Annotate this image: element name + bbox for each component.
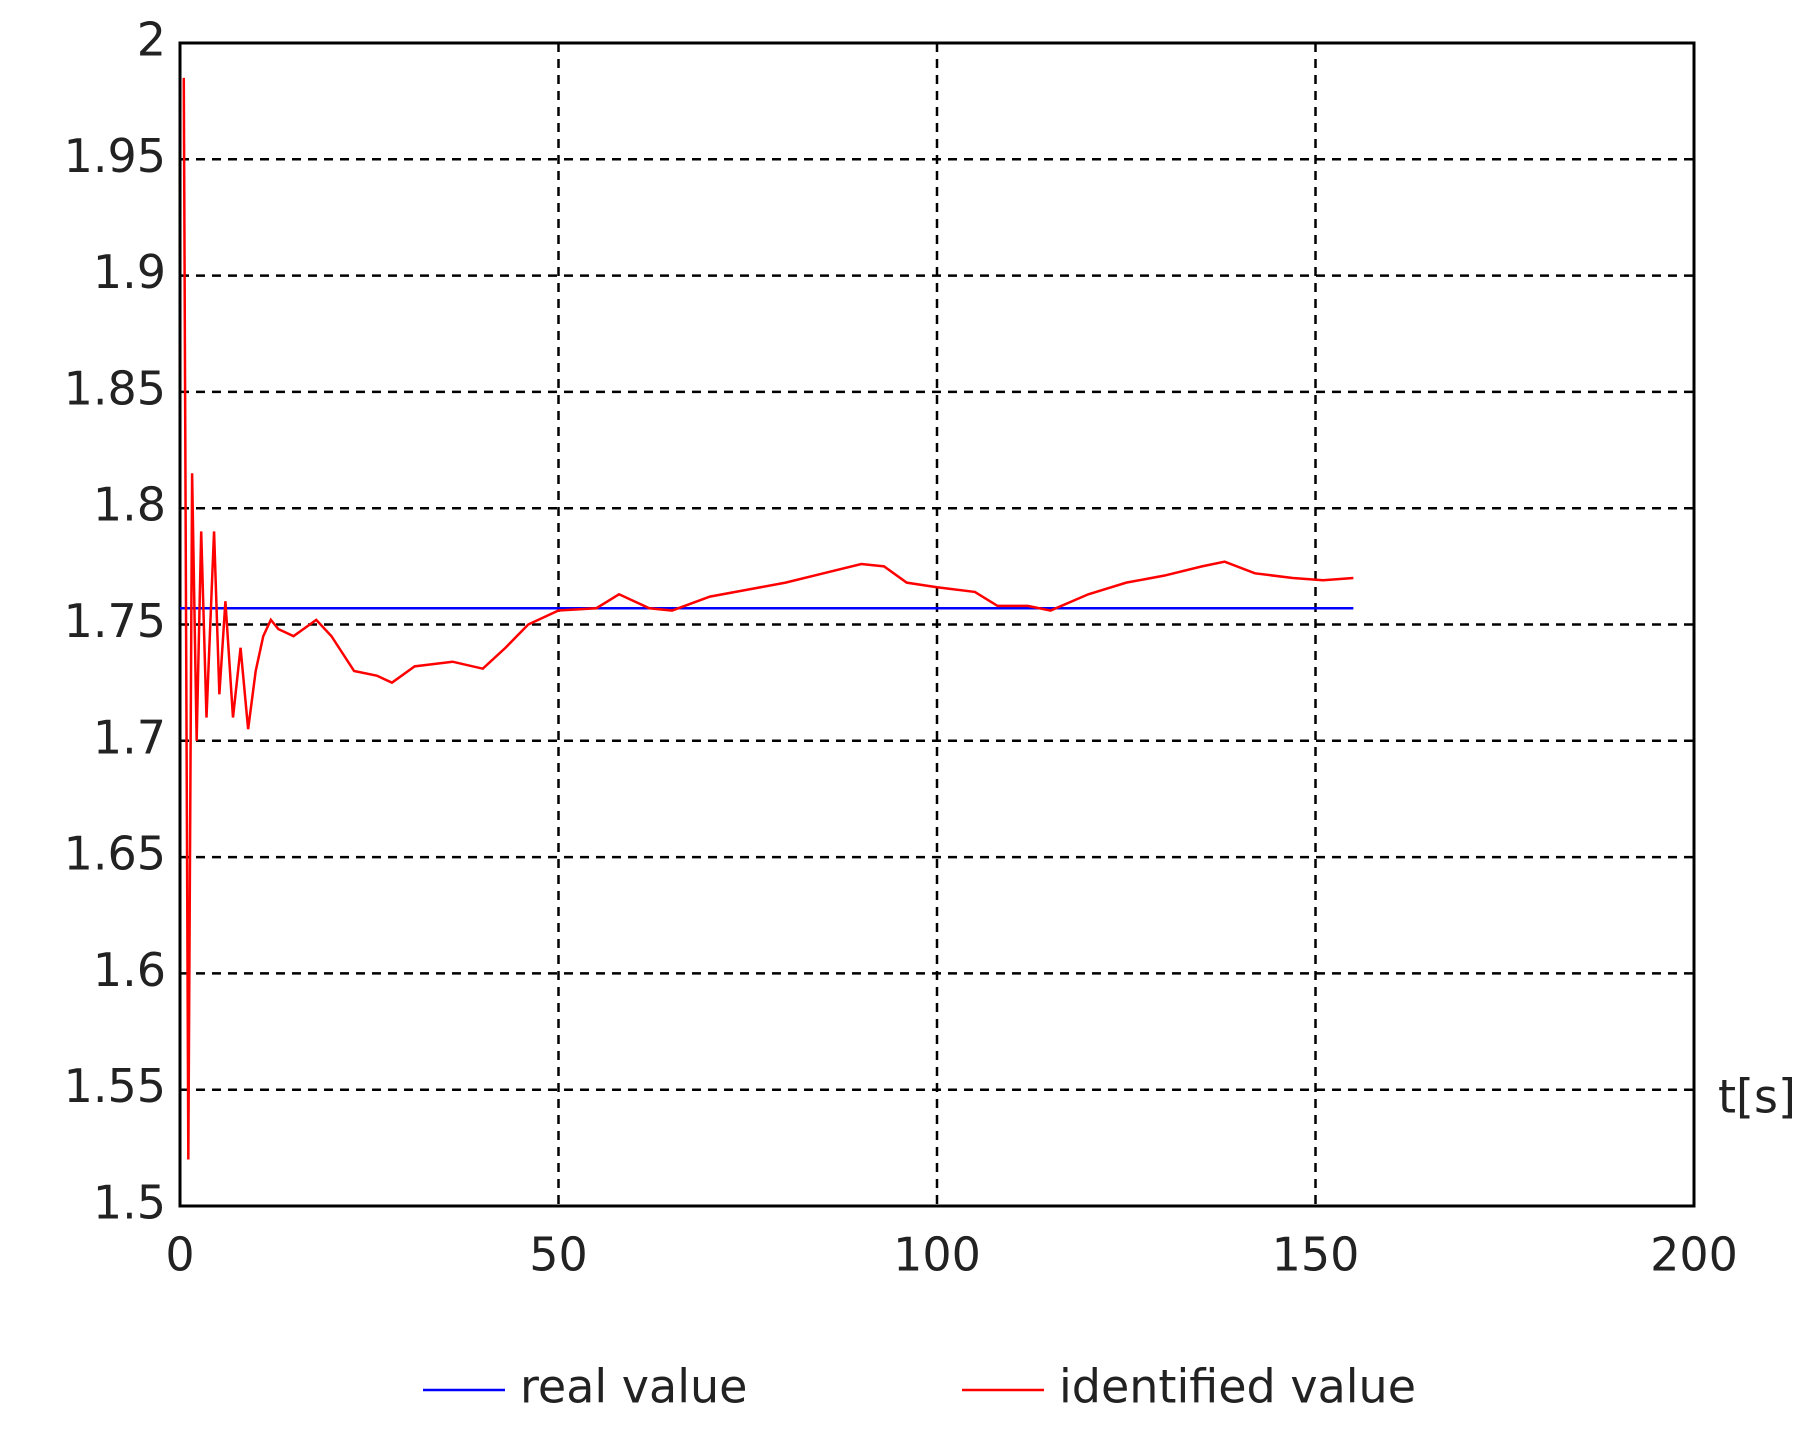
x-axis-label: t[s] [1718, 1070, 1796, 1124]
x-tick-label: 50 [529, 1228, 588, 1282]
y-tick-label: 1.9 [93, 245, 166, 299]
x-tick-label: 100 [893, 1228, 981, 1282]
y-tick-label: 1.85 [64, 361, 166, 415]
legend-label: identified value [1059, 1360, 1416, 1414]
x-tick-label: 200 [1650, 1228, 1738, 1282]
plot-frame [178, 41, 1696, 1208]
x-tick-label: 150 [1272, 1228, 1360, 1282]
y-tick-label: 1.55 [64, 1059, 166, 1113]
y-tick-label: 1.95 [64, 129, 166, 183]
legend-label: real value [520, 1360, 747, 1414]
y-tick-label: 1.6 [93, 943, 166, 997]
y-tick-label: 1.5 [93, 1176, 166, 1230]
y-tick-label: 1.75 [64, 594, 166, 648]
x-tick-label: 0 [165, 1228, 194, 1282]
data-line [182, 77, 1354, 1160]
y-tick-label: 1.8 [93, 478, 166, 532]
y-tick-label: 2 [137, 13, 166, 67]
y-tick-label: 1.65 [64, 827, 166, 881]
y-tick-label: 1.7 [93, 710, 166, 764]
